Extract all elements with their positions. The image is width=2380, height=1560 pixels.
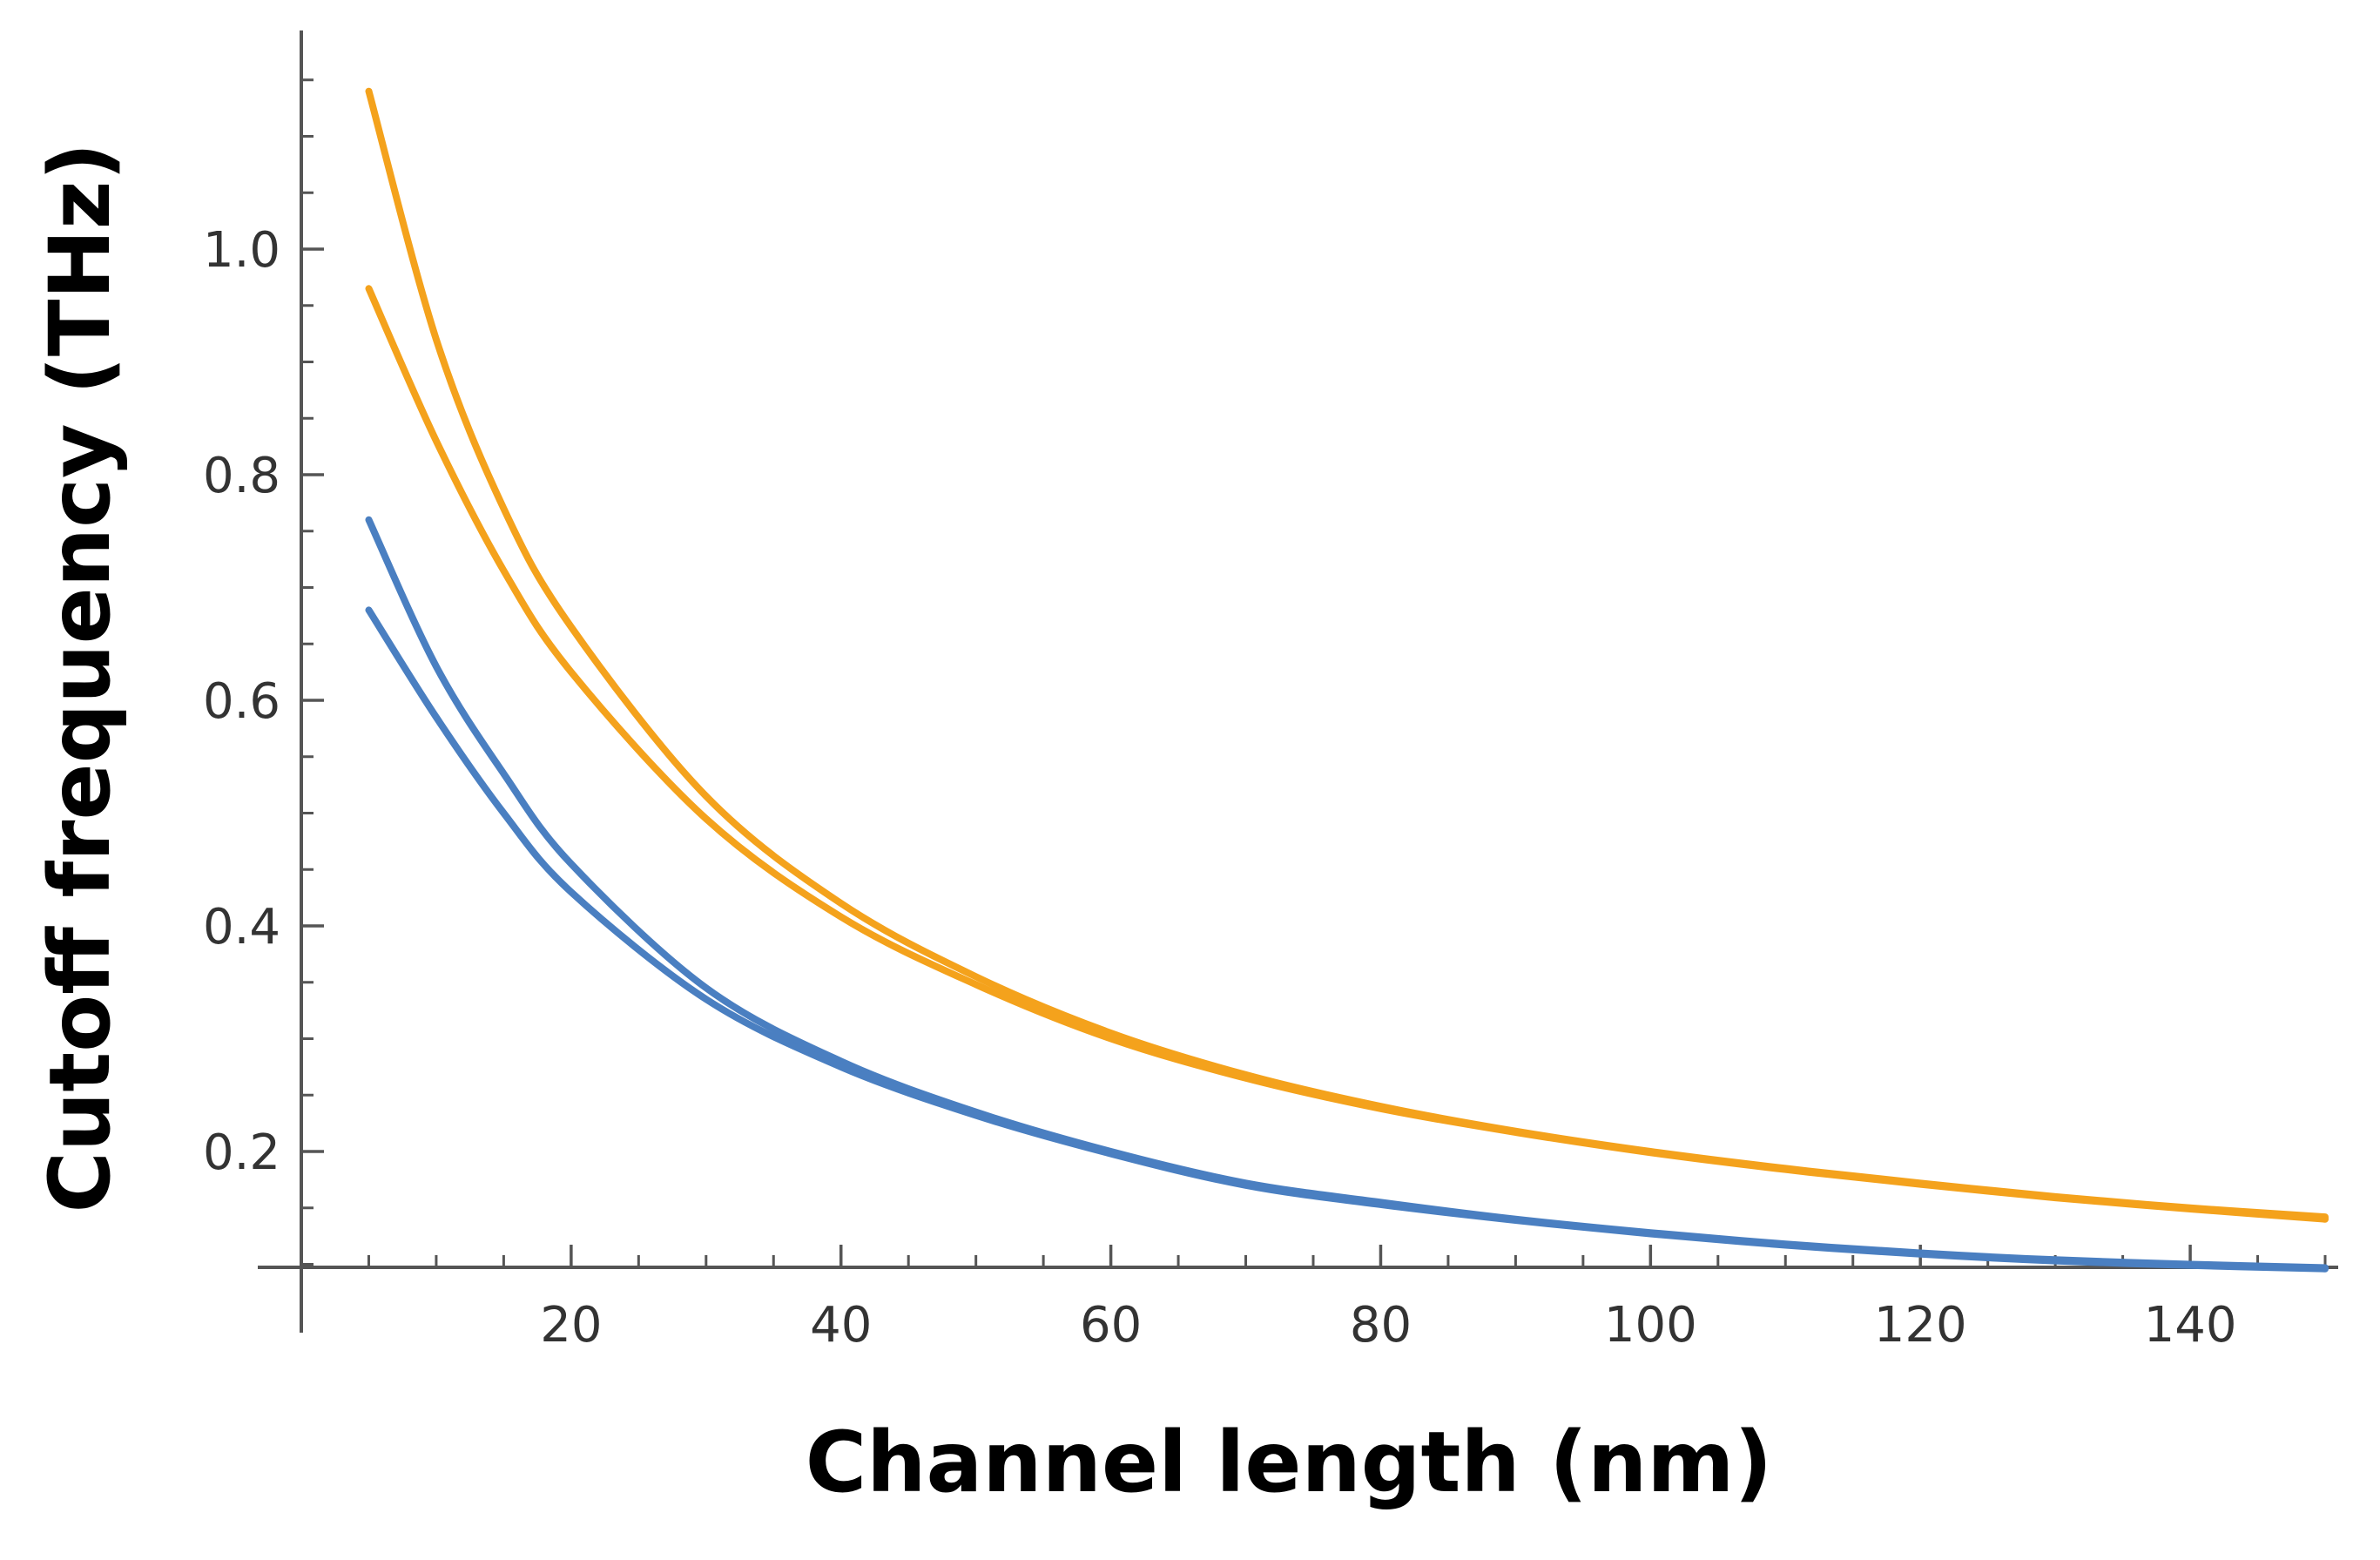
x-tick-label: 140: [2144, 1297, 2237, 1354]
x-tick-label: 20: [540, 1297, 602, 1354]
y-tick-label: 0.6: [203, 673, 280, 730]
x-axis-title: Channel length (nm): [806, 1414, 1773, 1511]
y-tick-label: 1.0: [203, 222, 280, 279]
series-line-3: [365, 516, 2329, 1272]
major-ticks: [301, 247, 2192, 1267]
series-line-4: [365, 606, 2329, 1273]
series-group: [365, 87, 2329, 1273]
series-line-1: [365, 87, 2329, 1221]
y-tick-label: 0.8: [203, 448, 280, 504]
x-tick-label: 120: [1874, 1297, 1967, 1354]
x-tick-labels: 20 40 60 80 100 120 140: [540, 1297, 2236, 1354]
x-tick-label: 80: [1350, 1297, 1412, 1354]
y-tick-label: 0.2: [203, 1124, 280, 1181]
y-tick-labels: 0.2 0.4 0.6 0.8 1.0: [203, 222, 280, 1181]
x-tick-label: 60: [1080, 1297, 1142, 1354]
series-line-2: [365, 285, 2329, 1223]
x-tick-label: 100: [1604, 1297, 1697, 1354]
y-axis-title: Cutoff frequency (THz): [31, 143, 129, 1213]
x-tick-label: 40: [810, 1297, 872, 1354]
y-tick-label: 0.4: [203, 899, 280, 956]
